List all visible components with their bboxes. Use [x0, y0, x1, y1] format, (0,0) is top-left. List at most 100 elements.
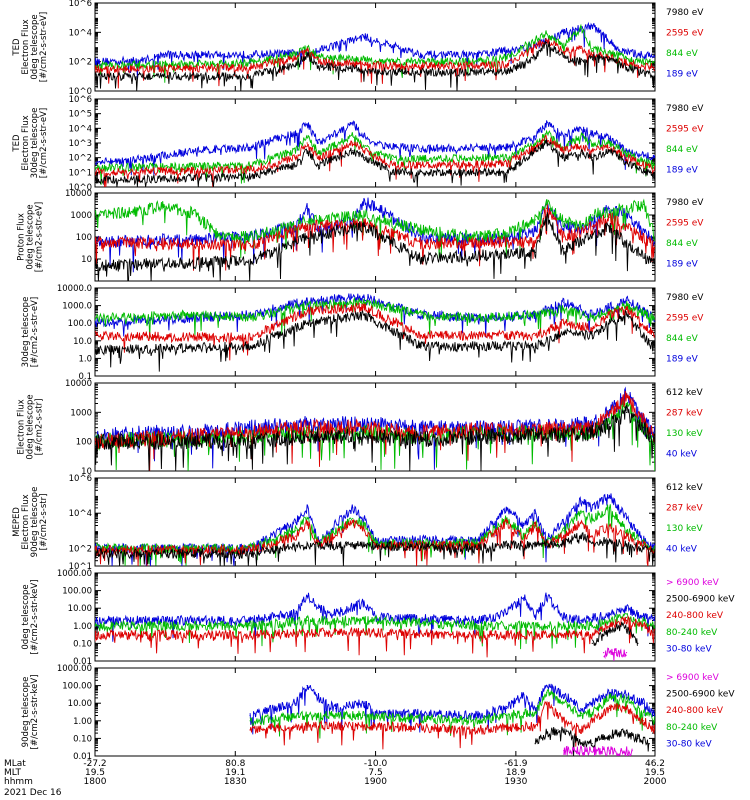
data-point [546, 137, 548, 140]
data-point [608, 614, 610, 616]
x-tick-label: 1900 [364, 777, 387, 787]
data-point [352, 123, 354, 125]
x-tick-label: 1930 [504, 777, 527, 787]
data-point [249, 54, 251, 56]
y-tick-label: 10^4 [69, 124, 92, 134]
data-point [249, 337, 251, 339]
y-axis-label: 90deg telescope [21, 677, 31, 748]
data-point [249, 146, 251, 149]
data-point [352, 150, 354, 152]
data-point [534, 725, 536, 727]
y-tick-label: 10.00 [68, 604, 92, 614]
data-point [546, 732, 548, 734]
data-point [654, 236, 655, 238]
y-tick-label: 0.01 [73, 752, 92, 762]
data-point [192, 238, 194, 240]
data-point [591, 334, 593, 337]
data-point [163, 54, 166, 56]
data-point [534, 524, 536, 527]
y-axis-label: Electron Flux [21, 494, 31, 549]
data-point [392, 71, 394, 73]
data-point [506, 162, 508, 165]
data-point [654, 553, 655, 555]
panel-1: 10^0 10^2 10^4 10^6 TED Electron Flux 0deg tel… [12, 0, 704, 97]
data-point [591, 214, 593, 216]
data-point [580, 743, 582, 745]
data-point [306, 207, 308, 209]
data-point [534, 435, 536, 438]
data-point [648, 743, 650, 745]
data-point [608, 652, 610, 654]
data-point [642, 420, 645, 422]
legend-entry: 80-240 keV [666, 723, 718, 733]
data-point [306, 142, 308, 144]
series-line [95, 21, 655, 80]
legend-entry: 30-80 keV [666, 644, 712, 654]
data-point [420, 236, 422, 238]
data-point [420, 243, 422, 245]
y-axis-label: Electron Flux [17, 399, 27, 454]
data-point [477, 236, 479, 238]
legend-entry: 7980 eV [666, 104, 704, 114]
x-tick-label: 46.2 [645, 759, 665, 769]
series-group [249, 683, 655, 756]
series-line [95, 37, 655, 89]
data-point [568, 732, 571, 734]
data-point [306, 632, 308, 634]
data-point [591, 24, 593, 26]
data-point [306, 310, 308, 312]
y-tick-label: 10^2 [69, 544, 92, 554]
data-point [295, 702, 297, 704]
data-point [249, 62, 251, 64]
data-point [306, 595, 308, 597]
data-point [614, 732, 616, 734]
data-point [654, 169, 655, 171]
data-point [603, 652, 605, 654]
data-point [654, 714, 655, 717]
data-point [580, 47, 582, 50]
data-point [591, 507, 593, 509]
data-point [591, 642, 593, 645]
legend-entry: 844 eV [666, 49, 699, 59]
data-point [580, 61, 582, 63]
data-point [95, 349, 96, 351]
data-point [317, 65, 320, 67]
y-axis-label: [#/cm2-s-str-keV] [30, 580, 40, 655]
y-axis-label: TED [12, 134, 22, 153]
data-point [363, 702, 365, 704]
legend-entry: 2500-6900 keV [666, 690, 735, 700]
y-tick-label: 10^0 [69, 87, 92, 97]
legend-entry: 240-800 keV [666, 611, 724, 621]
data-point [306, 299, 308, 301]
data-point [306, 423, 308, 425]
data-point [608, 495, 610, 497]
data-point [608, 423, 610, 425]
data-point [603, 634, 605, 636]
data-point [591, 625, 593, 627]
data-point [557, 729, 559, 731]
data-point [249, 625, 251, 627]
data-point [295, 54, 297, 56]
legend-entry: 2500-6900 keV [666, 595, 735, 605]
series-group [95, 386, 655, 471]
data-point [306, 236, 308, 238]
data-point [563, 157, 565, 159]
data-point [363, 427, 365, 429]
data-point [608, 207, 610, 209]
data-point [506, 64, 508, 66]
data-point [534, 707, 536, 710]
x-tick-label: 19.5 [85, 768, 105, 778]
y-tick-label: 10 [81, 467, 92, 477]
data-point [625, 402, 628, 405]
legend-entry: 2595 eV [666, 124, 704, 134]
y-axis-label: 0deg telescope [21, 584, 31, 649]
data-point [449, 54, 451, 56]
y-axis-label: 30deg telescope [30, 108, 40, 179]
data-point [608, 707, 610, 710]
data-point [95, 619, 96, 622]
data-point [249, 432, 251, 434]
data-point [625, 152, 628, 154]
data-point [363, 530, 365, 532]
data-point [534, 219, 536, 221]
data-point [249, 66, 251, 69]
